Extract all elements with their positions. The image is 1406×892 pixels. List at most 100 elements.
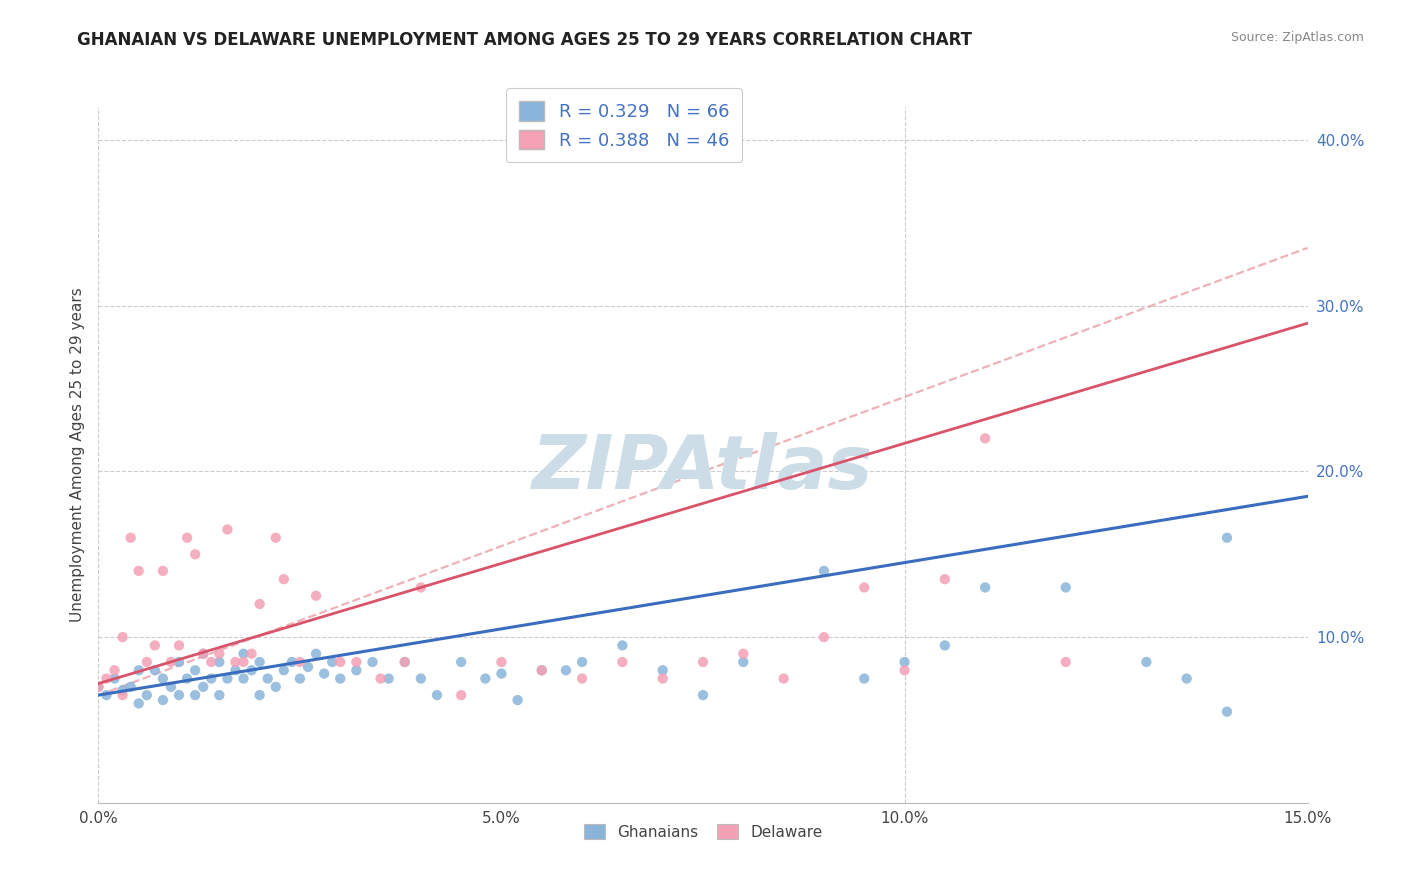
Point xyxy=(120,680,142,694)
Point xyxy=(491,666,513,681)
Point xyxy=(692,655,714,669)
Point xyxy=(200,655,222,669)
Point xyxy=(555,663,578,677)
Point xyxy=(200,672,222,686)
Point xyxy=(160,680,183,694)
Point xyxy=(184,663,207,677)
Point xyxy=(377,672,399,686)
Point xyxy=(1135,655,1157,669)
Point xyxy=(1175,672,1198,686)
Point xyxy=(281,655,304,669)
Point xyxy=(111,630,134,644)
Point xyxy=(273,572,295,586)
Point xyxy=(96,672,118,686)
Point xyxy=(612,655,634,669)
Point xyxy=(208,647,231,661)
Legend: Ghanaians, Delaware: Ghanaians, Delaware xyxy=(576,816,830,847)
Point xyxy=(329,655,352,669)
Point xyxy=(426,688,449,702)
Point xyxy=(1054,655,1077,669)
Point xyxy=(249,655,271,669)
Point xyxy=(193,647,215,661)
Point xyxy=(232,655,254,669)
Point xyxy=(344,663,367,677)
Point xyxy=(87,680,110,694)
Point xyxy=(208,688,231,702)
Point xyxy=(111,688,134,702)
Point xyxy=(143,639,166,653)
Point xyxy=(853,581,876,595)
Point xyxy=(344,655,367,669)
Point xyxy=(224,663,246,677)
Point xyxy=(249,688,271,702)
Point xyxy=(450,688,472,702)
Point xyxy=(224,655,246,669)
Point xyxy=(240,647,263,661)
Point xyxy=(571,655,593,669)
Point xyxy=(305,589,328,603)
Point xyxy=(409,581,432,595)
Text: ZIPAtlas: ZIPAtlas xyxy=(533,433,873,506)
Point xyxy=(893,663,915,677)
Point xyxy=(974,581,997,595)
Point xyxy=(974,431,997,445)
Point xyxy=(934,572,956,586)
Text: Source: ZipAtlas.com: Source: ZipAtlas.com xyxy=(1230,31,1364,45)
Point xyxy=(176,672,198,686)
Point xyxy=(321,655,343,669)
Point xyxy=(651,672,673,686)
Point xyxy=(288,655,311,669)
Point xyxy=(305,647,328,661)
Point xyxy=(853,672,876,686)
Point xyxy=(370,672,392,686)
Point xyxy=(450,655,472,669)
Point xyxy=(329,672,352,686)
Point xyxy=(506,693,529,707)
Point xyxy=(87,680,110,694)
Point xyxy=(217,523,239,537)
Point xyxy=(733,655,755,669)
Point xyxy=(297,660,319,674)
Point xyxy=(409,672,432,686)
Point xyxy=(288,672,311,686)
Point xyxy=(193,647,215,661)
Point xyxy=(232,672,254,686)
Point xyxy=(651,663,673,677)
Point xyxy=(111,683,134,698)
Point xyxy=(96,688,118,702)
Point xyxy=(135,655,157,669)
Point xyxy=(813,630,835,644)
Point xyxy=(167,639,190,653)
Point xyxy=(692,688,714,702)
Point xyxy=(160,655,183,669)
Point xyxy=(530,663,553,677)
Point xyxy=(612,639,634,653)
Point xyxy=(934,639,956,653)
Point xyxy=(264,680,287,694)
Text: GHANAIAN VS DELAWARE UNEMPLOYMENT AMONG AGES 25 TO 29 YEARS CORRELATION CHART: GHANAIAN VS DELAWARE UNEMPLOYMENT AMONG … xyxy=(77,31,973,49)
Point xyxy=(152,672,174,686)
Point xyxy=(264,531,287,545)
Point xyxy=(893,655,915,669)
Point xyxy=(772,672,794,686)
Point xyxy=(135,688,157,702)
Point xyxy=(1054,581,1077,595)
Point xyxy=(1216,705,1239,719)
Point xyxy=(120,531,142,545)
Point xyxy=(167,655,190,669)
Y-axis label: Unemployment Among Ages 25 to 29 years: Unemployment Among Ages 25 to 29 years xyxy=(69,287,84,623)
Point xyxy=(314,666,336,681)
Point xyxy=(217,672,239,686)
Point xyxy=(128,663,150,677)
Point xyxy=(152,564,174,578)
Point xyxy=(813,564,835,578)
Point xyxy=(232,647,254,661)
Point xyxy=(103,663,125,677)
Point xyxy=(571,672,593,686)
Point xyxy=(143,663,166,677)
Point xyxy=(361,655,384,669)
Point xyxy=(184,547,207,561)
Point xyxy=(128,697,150,711)
Point xyxy=(176,531,198,545)
Point xyxy=(491,655,513,669)
